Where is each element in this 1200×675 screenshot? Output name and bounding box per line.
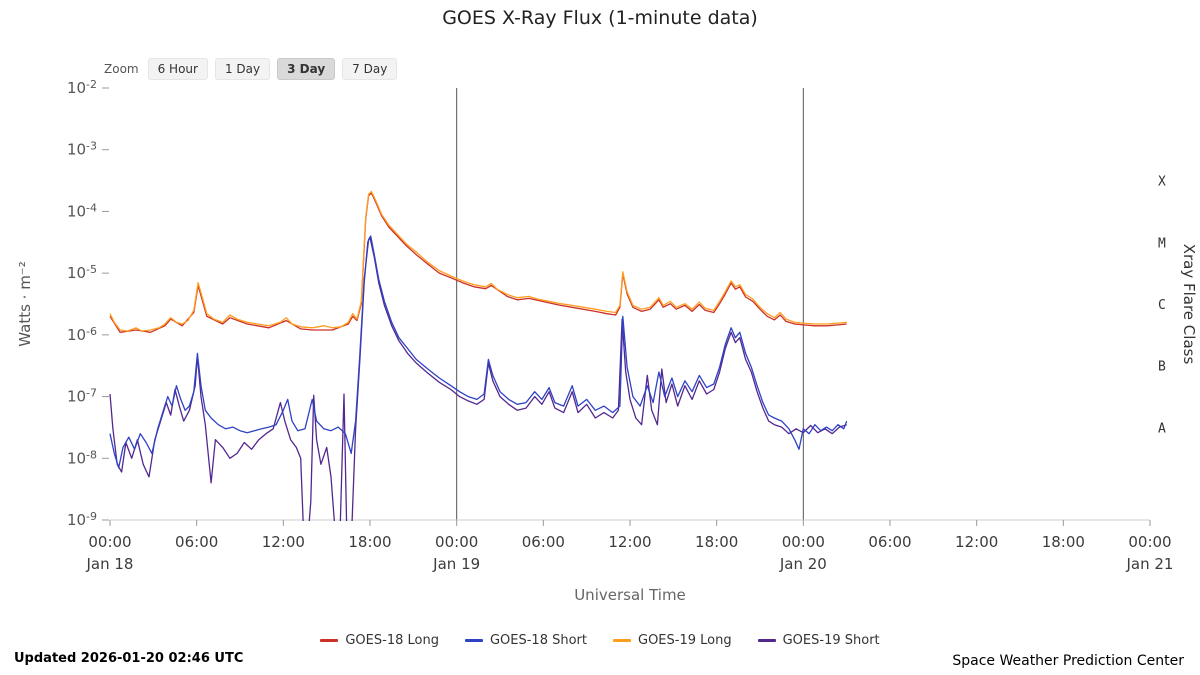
zoom-range-selector: Zoom 6 Hour 1 Day 3 Day 7 Day bbox=[104, 58, 398, 80]
legend-label: GOES-18 Short bbox=[489, 633, 587, 648]
flare-class-label-m: M bbox=[1158, 236, 1166, 251]
legend-label: GOES-19 Short bbox=[782, 633, 880, 648]
chart-legend: GOES-18 Long GOES-18 Short GOES-19 Long … bbox=[0, 633, 1200, 648]
y-axis-tick-label: 10-8 bbox=[67, 448, 97, 467]
x-axis-tick-label: 12:00 bbox=[262, 533, 305, 551]
goes-18-long-line bbox=[109, 192, 847, 333]
page-title: GOES X-Ray Flux (1-minute data) bbox=[442, 7, 758, 29]
x-axis-tick-label: 12:00 bbox=[608, 533, 651, 551]
x-axis-tick-label: 06:00 bbox=[522, 533, 565, 551]
x-axis-tick-label: 00:00 bbox=[88, 533, 131, 551]
x-axis-tick-label: 00:00 bbox=[435, 533, 478, 551]
goes18-short-swatch-icon bbox=[464, 639, 483, 642]
flare-class-label-c: C bbox=[1158, 298, 1166, 313]
x-axis-tick-label: 12:00 bbox=[955, 533, 998, 551]
legend-label: GOES-18 Long bbox=[345, 633, 439, 648]
x-axis-date-label: Jan 19 bbox=[432, 555, 480, 573]
legend-item-goes19-short[interactable]: GOES-19 Short bbox=[757, 633, 880, 648]
y-axis-tick-label: 10-2 bbox=[67, 78, 97, 97]
zoom-label: Zoom bbox=[104, 62, 139, 76]
xray-flux-chart[interactable]: 00:00 Jan 18 06:00 12:00 18:00 00:00 Jan 19 06:… bbox=[0, 0, 1200, 615]
goes-18-short-line bbox=[109, 235, 848, 469]
legend-item-goes19-long[interactable]: GOES-19 Long bbox=[613, 633, 732, 648]
y-axis-tick-label: 10-5 bbox=[67, 263, 97, 282]
y-axis-tick-label: 10-3 bbox=[67, 140, 97, 159]
legend-item-goes18-short[interactable]: GOES-18 Short bbox=[464, 633, 587, 648]
right-axis-title: Xray Flare Class bbox=[1180, 244, 1198, 365]
zoom-7day-button[interactable]: 7 Day bbox=[342, 58, 398, 80]
x-axis-tick-label: 06:00 bbox=[175, 533, 218, 551]
goes-19-short-line bbox=[109, 236, 847, 521]
zoom-1day-button[interactable]: 1 Day bbox=[214, 58, 271, 80]
updated-timestamp: Updated 2026-01-20 02:46 UTC bbox=[14, 651, 244, 666]
x-axis-date-label: Jan 20 bbox=[779, 555, 827, 573]
x-axis-tick-label: 00:00 bbox=[782, 533, 825, 551]
zoom-6hour-button[interactable]: 6 Hour bbox=[147, 58, 208, 80]
y-axis-tick-label: 10-7 bbox=[67, 387, 97, 406]
y-axis-tick-label: 10-4 bbox=[67, 201, 97, 220]
y-axis-tick-label: 10-9 bbox=[67, 510, 97, 529]
zoom-3day-button[interactable]: 3 Day bbox=[277, 58, 336, 80]
flare-class-label-b: B bbox=[1158, 360, 1166, 375]
flare-class-label-a: A bbox=[1158, 421, 1166, 436]
flare-class-label-x: X bbox=[1158, 175, 1166, 190]
goes19-short-swatch-icon bbox=[757, 639, 776, 642]
x-axis-date-label: Jan 21 bbox=[1126, 555, 1174, 573]
x-axis-tick-label: 18:00 bbox=[348, 533, 391, 551]
x-axis-tick-label: 00:00 bbox=[1128, 533, 1171, 551]
x-axis-tick-label: 18:00 bbox=[1042, 533, 1085, 551]
x-axis-date-label: Jan 18 bbox=[86, 555, 134, 573]
y-axis-tick-label: 10-6 bbox=[67, 325, 97, 344]
legend-label: GOES-19 Long bbox=[638, 633, 732, 648]
legend-item-goes18-long[interactable]: GOES-18 Long bbox=[320, 633, 439, 648]
goes19-long-swatch-icon bbox=[613, 639, 631, 642]
y-axis-title: Watts · m⁻² bbox=[16, 261, 34, 347]
x-axis-tick-label: 18:00 bbox=[695, 533, 738, 551]
goes-19-long-line bbox=[109, 190, 847, 332]
x-axis-tick-label: 06:00 bbox=[868, 533, 911, 551]
goes18-long-swatch-icon bbox=[320, 639, 339, 642]
x-axis-title: Universal Time bbox=[574, 586, 686, 604]
credit-text: Space Weather Prediction Center bbox=[952, 653, 1184, 669]
